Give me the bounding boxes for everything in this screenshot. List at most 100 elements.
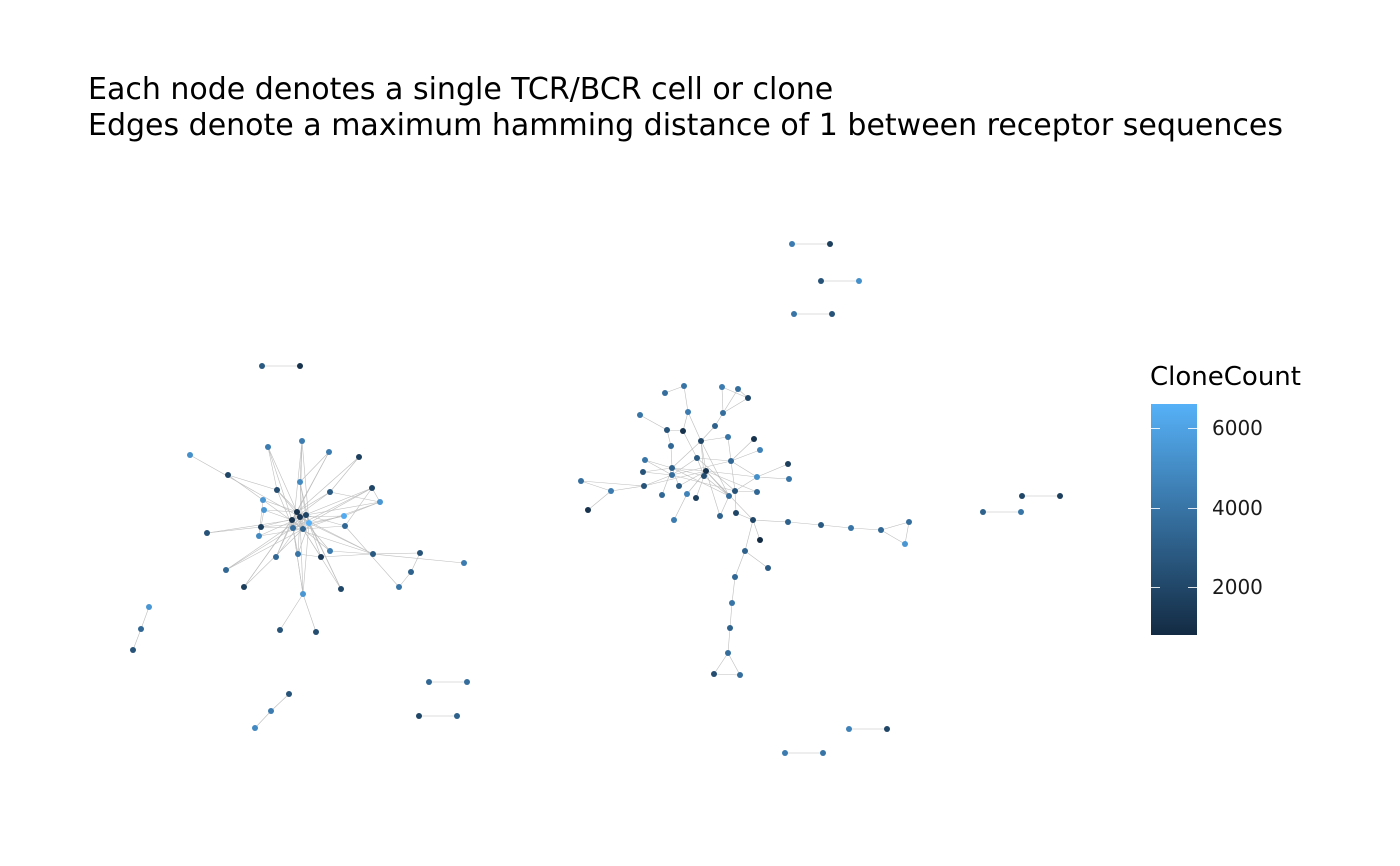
plot-title: Each node denotes a single TCR/BCR cell …: [88, 72, 1283, 144]
network-edge: [671, 440, 702, 469]
network-edge: [270, 693, 290, 712]
network-edge: [734, 490, 758, 493]
network-node: [297, 479, 303, 485]
network-edge: [713, 652, 729, 675]
network-edge: [329, 456, 360, 493]
network-node: [719, 384, 725, 390]
network-node: [856, 278, 862, 284]
network-node: [789, 241, 795, 247]
network-node: [681, 383, 687, 389]
network-edge: [372, 553, 465, 564]
network-edge: [705, 470, 721, 517]
network-node: [701, 473, 707, 479]
network-node: [300, 591, 306, 597]
network-node: [260, 497, 266, 503]
network-node: [782, 750, 788, 756]
network-edge: [756, 463, 789, 478]
network-edge: [734, 476, 758, 492]
network-edge: [696, 457, 732, 462]
network-node: [454, 713, 460, 719]
network-edge: [308, 522, 374, 555]
network-node: [698, 438, 704, 444]
network-node: [408, 569, 414, 575]
network-edge: [850, 527, 882, 531]
network-edge: [132, 628, 142, 651]
network-edge: [263, 509, 293, 521]
network-node: [641, 483, 647, 489]
network-edge: [756, 476, 790, 480]
legend-tick-mark: [1151, 427, 1160, 429]
network-edge: [696, 457, 736, 492]
network-node: [289, 517, 295, 523]
network-node: [906, 519, 912, 525]
network-node: [720, 410, 726, 416]
network-node: [318, 554, 324, 560]
network-node: [608, 488, 614, 494]
network-node: [295, 551, 301, 557]
network-edge: [735, 512, 754, 521]
network-edge: [276, 489, 310, 524]
network-edge: [671, 467, 705, 477]
network-node: [659, 492, 665, 498]
network-node: [680, 428, 686, 434]
network-edge: [610, 485, 645, 492]
network-edge: [643, 470, 707, 487]
network-edge: [682, 411, 689, 432]
legend-title: CloneCount: [1150, 362, 1301, 392]
network-edge: [721, 386, 749, 399]
network-edge: [299, 440, 303, 483]
network-edge: [254, 710, 272, 729]
network-edge: [320, 553, 374, 558]
network-node: [732, 574, 738, 580]
network-node: [637, 412, 643, 418]
edges-layer: [132, 243, 1060, 754]
network-node: [326, 449, 332, 455]
network-edge: [279, 593, 304, 631]
network-edge: [301, 440, 310, 524]
network-edge: [299, 481, 304, 530]
network-node: [725, 650, 731, 656]
network-edge: [727, 652, 741, 676]
network-node: [754, 489, 760, 495]
network-node: [297, 514, 303, 520]
network-edge: [644, 459, 673, 469]
network-edge: [642, 471, 673, 476]
network-node: [750, 517, 756, 523]
network-edge: [206, 526, 262, 534]
network-edge: [820, 524, 852, 529]
network-edge: [700, 440, 707, 472]
network-node: [341, 513, 347, 519]
nodes-layer: [130, 241, 1063, 756]
network-edge: [664, 385, 685, 394]
network-edge: [670, 445, 673, 469]
network-node: [664, 427, 670, 433]
network-node: [754, 474, 760, 480]
network-edge: [587, 490, 612, 511]
network-node: [187, 452, 193, 458]
network-edge: [302, 522, 310, 595]
network-edge: [639, 414, 668, 431]
network-edge: [302, 525, 346, 530]
network-edge: [713, 673, 741, 676]
network-edge: [727, 627, 731, 654]
network-edge: [696, 457, 705, 477]
network-node: [265, 444, 271, 450]
network-edge: [227, 474, 264, 501]
network-node: [669, 465, 675, 471]
network-edge: [580, 480, 612, 492]
network-edge: [227, 474, 278, 491]
network-node: [313, 629, 319, 635]
network-node: [712, 423, 718, 429]
legend: CloneCount 6000 4000 2000: [1150, 360, 1370, 660]
network-edge: [140, 606, 150, 630]
network-edge: [904, 521, 910, 545]
network-edge: [267, 446, 278, 491]
network-node: [273, 554, 279, 560]
network-edge: [730, 438, 755, 462]
network-edge: [267, 446, 293, 521]
network-node: [338, 586, 344, 592]
network-node: [711, 671, 717, 677]
legend-tick-mark: [1188, 587, 1197, 589]
network-edge: [243, 511, 298, 588]
network-edge: [683, 385, 689, 413]
